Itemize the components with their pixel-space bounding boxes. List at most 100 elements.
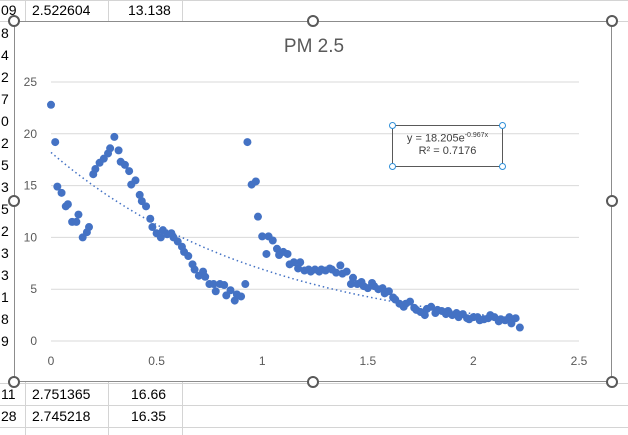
equation-exponent: -0.967x [464, 132, 489, 139]
label-resize-handle[interactable] [389, 122, 396, 129]
data-point [406, 297, 415, 306]
chart-resize-handle[interactable] [307, 376, 319, 388]
partial-cell: 2 [1, 135, 9, 151]
trendline-label[interactable]: y = 18.205e-0.967x R² = 0.7176 [389, 122, 506, 170]
y-tick-label: 20 [24, 127, 38, 141]
trendline [50, 151, 520, 320]
data-point [237, 292, 246, 301]
data-point [209, 280, 218, 289]
partial-cell: 7 [1, 91, 9, 107]
equation-base: y = 18.205e [406, 132, 465, 145]
partial-cell: 3 [1, 245, 9, 261]
cell[interactable]: 11 [1, 386, 16, 402]
data-point [346, 280, 355, 289]
data-point [332, 268, 341, 277]
cell[interactable]: 13.138 [128, 2, 171, 18]
data-point [241, 280, 250, 289]
chart-area[interactable]: PM 2.5 0 5 10 15 20 25 0 0.5 1 1.5 2 2.5 y = 18.205… [14, 21, 612, 382]
data-point [47, 100, 55, 109]
y-tick-label: 15 [24, 179, 38, 193]
data-point [268, 236, 277, 245]
chart-resize-handle[interactable] [307, 15, 319, 27]
scatter-plot: 0 5 10 15 20 25 0 0.5 1 1.5 2 2.5 [24, 75, 588, 368]
data-point [72, 217, 81, 226]
cell[interactable]: 2.745218 [32, 408, 91, 424]
label-resize-handle[interactable] [499, 163, 506, 170]
chart-resize-handle[interactable] [8, 195, 20, 207]
label-resize-handle[interactable] [389, 163, 396, 170]
chart-resize-handle[interactable] [606, 376, 618, 388]
r-squared: R² = 0.7176 [418, 144, 477, 157]
data-point [251, 177, 260, 186]
data-point [289, 258, 298, 267]
data-point [156, 233, 165, 242]
partial-cell: 3 [1, 267, 9, 283]
grid-line [0, 405, 628, 406]
data-point [243, 138, 252, 147]
data-point [511, 314, 520, 323]
data-point [294, 264, 303, 273]
cell[interactable]: 28 [1, 408, 17, 424]
y-tick-label: 10 [24, 230, 38, 244]
data-point [142, 202, 151, 211]
y-tick-label: 0 [30, 334, 37, 348]
data-point [201, 272, 210, 281]
x-tick-label: 1.5 [359, 354, 376, 368]
cell[interactable]: 16.35 [131, 408, 167, 424]
x-tick-label: 0 [48, 354, 55, 368]
label-resize-handle[interactable] [499, 122, 506, 129]
chart-resize-handle[interactable] [8, 376, 20, 388]
data-point [120, 160, 129, 169]
data-point [63, 200, 72, 209]
data-point [146, 214, 155, 223]
chart-title[interactable]: PM 2.5 [283, 36, 345, 57]
data-point [106, 144, 115, 153]
x-tick-label: 2 [470, 354, 477, 368]
data-point [114, 146, 123, 155]
partial-cell: 3 [1, 179, 9, 195]
data-point [515, 323, 524, 332]
data-point [148, 223, 157, 232]
x-tick-label: 0.5 [148, 354, 165, 368]
data-point [349, 273, 358, 282]
data-point [283, 249, 292, 258]
data-point [51, 138, 60, 147]
x-tick-label: 2.5 [571, 354, 588, 368]
data-point [230, 296, 239, 305]
cell[interactable]: 2.751365 [32, 386, 91, 402]
chart-resize-handle[interactable] [606, 15, 618, 27]
data-point [258, 232, 267, 241]
cell[interactable]: 16.66 [131, 386, 167, 402]
data-point [384, 287, 393, 296]
data-point [226, 286, 235, 295]
cell[interactable]: 09 [1, 2, 17, 18]
data-point [53, 182, 62, 191]
partial-cell: 0 [1, 113, 9, 129]
chart-resize-handle[interactable] [8, 15, 20, 27]
partial-cell: 2 [1, 223, 9, 239]
partial-cell: 8 [1, 311, 9, 327]
data-point [211, 287, 220, 296]
data-point [336, 261, 345, 270]
data-point [296, 258, 305, 267]
data-point [85, 223, 94, 232]
chart-resize-handle[interactable] [606, 195, 618, 207]
trendline-equation: y = 18.205e-0.967x [393, 132, 502, 145]
data-point [253, 212, 262, 221]
data-point [420, 311, 429, 320]
data-point [272, 244, 281, 253]
y-tick-label: 25 [24, 75, 38, 89]
cell[interactable]: 2.522604 [32, 2, 91, 18]
data-point [220, 281, 229, 290]
grid-line [0, 427, 628, 428]
partial-cell: 9 [1, 333, 9, 349]
data-point [110, 132, 119, 141]
data-point [262, 249, 271, 258]
partial-cell: 5 [1, 157, 9, 173]
data-point [342, 267, 351, 276]
data-point [131, 176, 140, 185]
data-point [190, 265, 199, 274]
partial-cell: 4 [1, 47, 9, 63]
partial-cell: 5 [1, 201, 9, 217]
y-tick-label: 5 [30, 282, 37, 296]
